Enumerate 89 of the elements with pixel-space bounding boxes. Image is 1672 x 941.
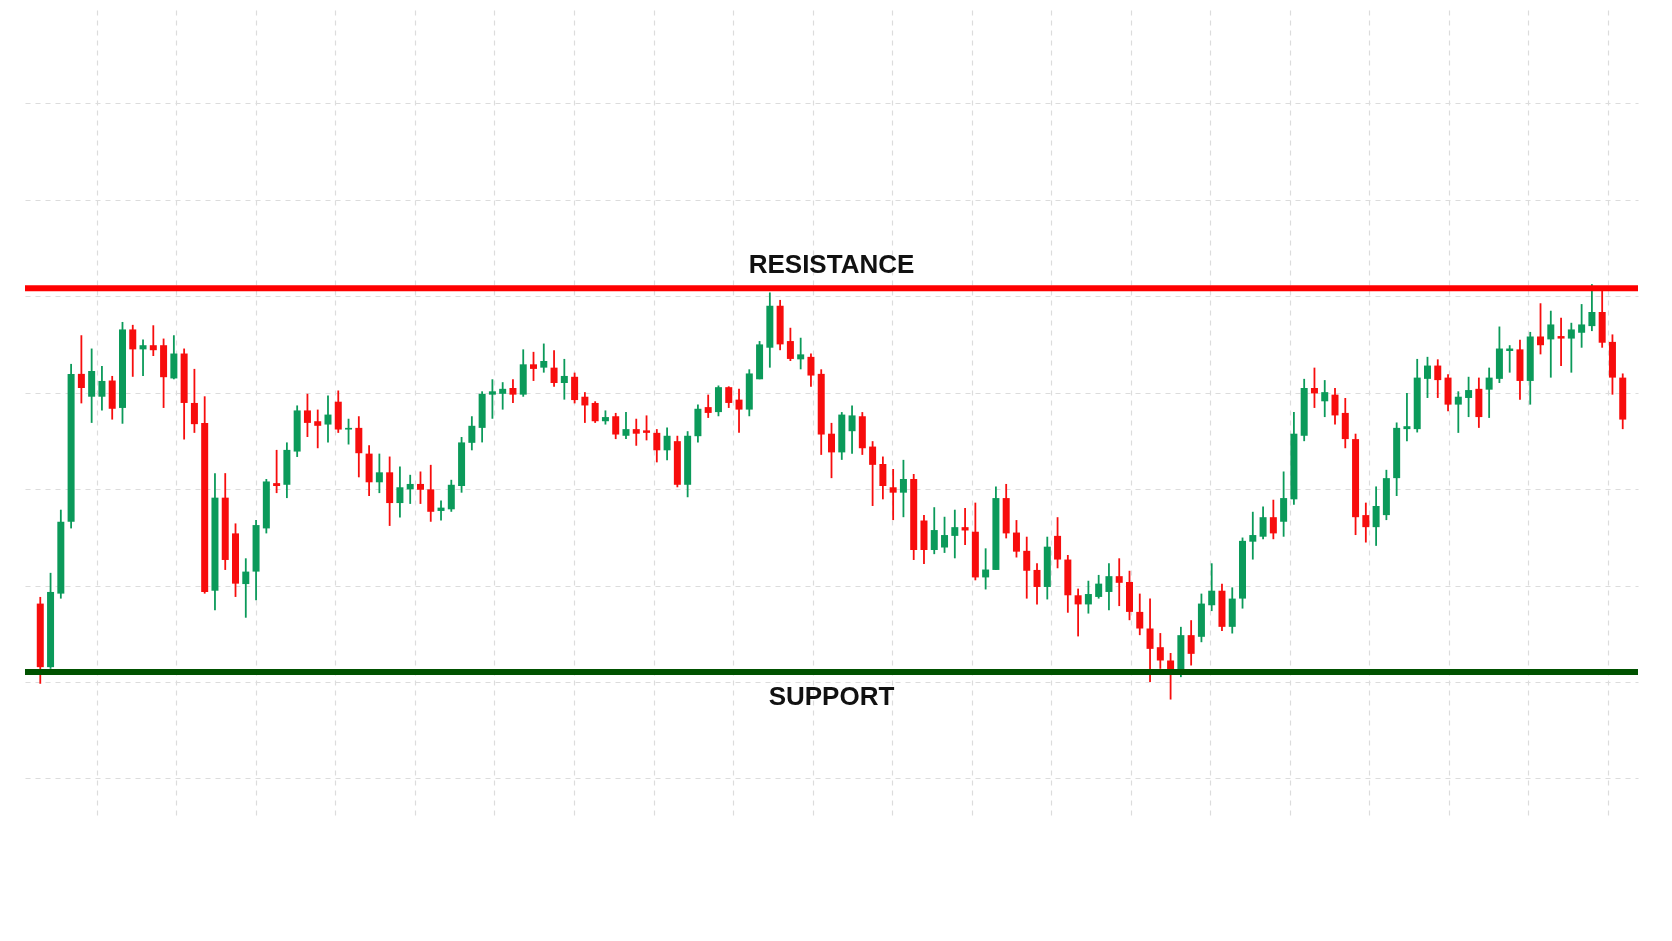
candlestick xyxy=(1249,510,1257,561)
candlestick xyxy=(1537,302,1545,356)
candlestick xyxy=(375,452,383,494)
candlestick xyxy=(1403,392,1411,443)
candlestick xyxy=(1465,375,1473,418)
candlestick xyxy=(1372,485,1380,547)
candlestick xyxy=(581,391,589,424)
candlestick xyxy=(591,400,599,424)
candlestick xyxy=(1567,321,1575,374)
candlestick xyxy=(1280,470,1288,538)
candlestick xyxy=(437,499,445,522)
candlestick xyxy=(1054,516,1062,570)
candlestick xyxy=(1105,562,1113,612)
candlestick xyxy=(951,508,959,560)
candlestick xyxy=(735,387,743,434)
candlestick xyxy=(242,557,250,619)
candlestick xyxy=(324,394,332,444)
candlestick xyxy=(1362,501,1370,544)
candlestick xyxy=(704,393,712,419)
candlestick xyxy=(899,458,907,519)
candlestick xyxy=(632,417,640,447)
candlestick xyxy=(961,507,969,546)
candlestick xyxy=(1115,557,1123,607)
candlestick xyxy=(643,414,651,442)
candlestick xyxy=(807,352,815,388)
candlestick xyxy=(1074,587,1082,638)
candlestick xyxy=(540,342,548,374)
candlestick xyxy=(1321,379,1329,418)
candlestick xyxy=(1084,579,1092,615)
candlestick xyxy=(869,440,877,507)
candlestick xyxy=(345,417,353,446)
candlestick xyxy=(1547,309,1555,379)
candlestick xyxy=(725,385,733,409)
candlestick xyxy=(129,323,137,378)
candlestick xyxy=(1269,498,1277,541)
candlestick xyxy=(1331,387,1339,426)
candlestick xyxy=(1557,316,1565,367)
candlestick xyxy=(190,367,198,434)
candlestick xyxy=(530,350,538,382)
candlestick xyxy=(828,421,835,480)
candlestick xyxy=(468,415,476,452)
candlestick xyxy=(663,426,671,462)
candlestick xyxy=(1136,592,1144,637)
candlestick xyxy=(1588,283,1596,332)
candlestick xyxy=(1259,505,1267,541)
candlestick xyxy=(77,334,85,405)
candlestick xyxy=(1578,303,1586,349)
candlestick xyxy=(1023,535,1031,600)
ref-line-label: RESISTANCE xyxy=(748,249,915,280)
candlestick xyxy=(1434,358,1442,399)
candlestick xyxy=(1208,562,1216,612)
candlestick xyxy=(98,365,106,412)
candlestick xyxy=(571,371,579,405)
candlestick xyxy=(396,465,404,519)
candlestick xyxy=(149,324,157,357)
candlestick xyxy=(1423,355,1431,399)
candlestick xyxy=(273,448,281,494)
candlestick xyxy=(488,378,496,420)
candlestick xyxy=(930,506,938,556)
candlestick xyxy=(560,358,568,401)
candlestick xyxy=(653,428,661,464)
candlestick xyxy=(1095,574,1103,600)
candlestick xyxy=(406,473,414,505)
candlestick xyxy=(612,412,620,440)
candlestick xyxy=(416,470,424,505)
candlestick xyxy=(848,404,856,455)
candlestick xyxy=(509,378,517,404)
candlestick xyxy=(139,338,147,377)
candlestick xyxy=(1033,562,1041,606)
candlestick xyxy=(622,411,630,440)
candlestick xyxy=(1156,632,1164,670)
candlestick xyxy=(941,515,949,554)
candlestick xyxy=(550,349,558,388)
candlestick xyxy=(1454,390,1462,434)
candlestick xyxy=(879,455,887,501)
candlestick xyxy=(303,392,311,438)
candlestick xyxy=(1012,519,1020,559)
candlestick xyxy=(314,408,322,450)
candlestick xyxy=(797,336,805,371)
candlestick xyxy=(1167,652,1175,701)
candlestick xyxy=(499,381,507,411)
candlestick xyxy=(1187,619,1195,667)
candlestick xyxy=(1146,597,1154,683)
ref-line-label: SUPPORT xyxy=(768,681,895,712)
candlestick xyxy=(889,468,897,521)
candlestick xyxy=(1310,366,1318,409)
candlestick xyxy=(786,326,794,362)
candlestick xyxy=(1485,366,1493,419)
candlestick xyxy=(427,463,435,523)
